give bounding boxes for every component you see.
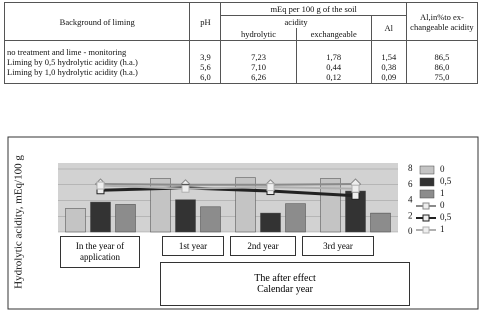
spacer [374, 42, 404, 52]
spacer [223, 42, 293, 52]
y-axis-label: Hydrolytic acidity, mEq/100 g [13, 155, 25, 289]
bar [175, 199, 196, 233]
bar [320, 178, 341, 233]
value: 6,26 [251, 72, 266, 82]
value-cell: 1,54 0,38 0,09 [370, 40, 407, 84]
value-cell: 86,5 86,0 75,0 [405, 40, 479, 84]
bar [65, 208, 86, 233]
y-tick-label: 0 [408, 226, 413, 236]
value: 0,09 [381, 72, 397, 82]
spacer [192, 42, 218, 52]
y-tick-label: 4 [408, 195, 413, 205]
line [100, 186, 356, 198]
footer-line: Calendar year [257, 284, 313, 295]
value: 86,0 [434, 62, 450, 72]
category-box: 2nd year [230, 236, 296, 256]
legend-marker [422, 226, 430, 234]
line [100, 182, 356, 186]
plot-area [58, 163, 398, 232]
value: 7,10 [251, 62, 266, 72]
spacer [299, 42, 369, 52]
bar [150, 178, 171, 233]
legend-label: 0,5 [440, 212, 452, 222]
liming-table: Background of liming pH mEq per 100 g of… [3, 2, 479, 84]
line-marker [266, 183, 275, 192]
y-tick-label: 8 [408, 163, 413, 173]
chart-frame [7, 136, 479, 310]
bar [370, 212, 391, 233]
legend-marker [422, 214, 430, 222]
value: 1,54 [381, 52, 397, 62]
category-box: 3rd year [302, 236, 374, 256]
legend-swatch [419, 165, 435, 175]
value: 1,78 [326, 52, 342, 62]
legend-swatch [419, 177, 435, 187]
value: 0,44 [326, 62, 342, 72]
y-tick-label: 6 [408, 179, 413, 189]
line-marker [96, 181, 105, 190]
legend-marker [422, 202, 430, 210]
value: 5,6 [200, 62, 211, 72]
legend-swatch [419, 189, 435, 199]
legend-label: 1 [440, 224, 445, 234]
category-box: In the year of application [60, 236, 140, 268]
legend-label: 0,5 [440, 176, 452, 186]
legend-label: 0 [440, 200, 445, 210]
legend-label: 1 [440, 188, 445, 198]
value: 6,0 [200, 72, 211, 82]
header-cell: pH [189, 2, 222, 41]
header-cell: Al,in%to ex-changeable acidity [405, 2, 479, 41]
value-cell: 7,23 7,10 6,26 [220, 40, 297, 84]
line [100, 184, 356, 190]
legend-label: 0 [440, 164, 445, 174]
header-cell: hydrolytic [220, 28, 297, 41]
value: 0,38 [381, 62, 397, 72]
value-cell: 3,9 5,6 6,0 [189, 40, 222, 84]
row-label: Liming by 0,5 hydrolytic acidity (h.a.) [7, 57, 138, 67]
body-row: no treatment and lime - monitoring Liming… [3, 40, 479, 84]
header-cell: Background of liming [3, 2, 191, 41]
y-tick-label: 2 [408, 210, 413, 220]
line-marker [181, 184, 190, 193]
footer-line: The after effect [254, 273, 316, 284]
value: 0,12 [326, 72, 342, 82]
header-cell: exchangeable [295, 28, 372, 41]
value: 3,9 [200, 52, 211, 62]
category-box: 1st year [162, 236, 224, 256]
bar [90, 201, 111, 233]
value: 75,0 [434, 72, 450, 82]
row-label: Liming by 1,0 hydrolytic acidity (h.a.) [7, 67, 138, 77]
header-cell: Al [370, 15, 407, 41]
value: 86,5 [434, 52, 450, 62]
bar [200, 206, 221, 233]
bar [235, 177, 256, 233]
bar [260, 212, 281, 233]
header-cell: mEq per 100 g of the soil [220, 2, 407, 16]
row-label: no treatment and lime - monitoring [7, 47, 127, 57]
spacer [409, 42, 475, 52]
footer-box: The after effect Calendar year [160, 262, 410, 306]
label-cell: no treatment and lime - monitoring Liming… [3, 40, 191, 84]
line-marker [351, 184, 360, 193]
line-marker [351, 191, 360, 200]
bar [115, 204, 136, 233]
header-cell: acidity [220, 15, 372, 28]
bar [285, 203, 306, 233]
value-cell: 1,78 0,44 0,12 [295, 40, 372, 84]
value: 7,23 [251, 52, 266, 62]
